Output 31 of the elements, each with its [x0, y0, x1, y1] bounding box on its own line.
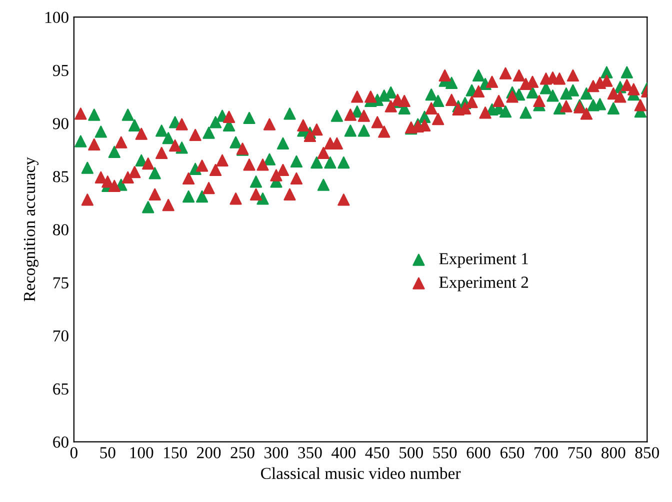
- x-tick-label: 750: [568, 447, 592, 458]
- x-tick-label: 500: [400, 447, 423, 458]
- x-tick-label: 450: [365, 447, 390, 458]
- x-tick-label: 0: [70, 447, 78, 458]
- x-tick-label: 300: [264, 447, 288, 458]
- x-axis-title: Classical music video number: [261, 467, 461, 480]
- x-tick-label: 800: [602, 447, 626, 458]
- y-tick-label: 95: [52, 64, 68, 76]
- y-tick-label: 85: [53, 171, 68, 182]
- x-tick-label: 200: [197, 447, 221, 458]
- x-tick-label: 100: [130, 447, 154, 458]
- x-tick-label: 650: [500, 447, 524, 458]
- y-tick-label: 80: [53, 224, 68, 236]
- y-axis-title: Recognition accuracy: [24, 157, 39, 302]
- x-tick-label: 850: [635, 447, 659, 458]
- legend-label: Experiment 2: [439, 276, 528, 292]
- y-tick-label: 65: [53, 383, 68, 395]
- x-tick-label: 50: [100, 447, 116, 458]
- x-tick-label: 350: [298, 447, 322, 458]
- x-tick-label: 550: [433, 447, 457, 458]
- legend-label: Experiment 1: [439, 253, 528, 268]
- y-tick-label: 75: [53, 277, 68, 288]
- x-tick-label: 600: [466, 447, 490, 458]
- y-tick-label: 60: [53, 436, 68, 448]
- x-tick-label: 400: [331, 447, 356, 458]
- y-tick-label: 100: [46, 12, 68, 24]
- x-tick-label: 150: [164, 447, 187, 458]
- x-tick-label: 700: [534, 447, 558, 458]
- y-tick-label: 70: [53, 330, 68, 342]
- y-tick-label: 90: [52, 118, 68, 130]
- x-tick-label: 250: [230, 447, 254, 458]
